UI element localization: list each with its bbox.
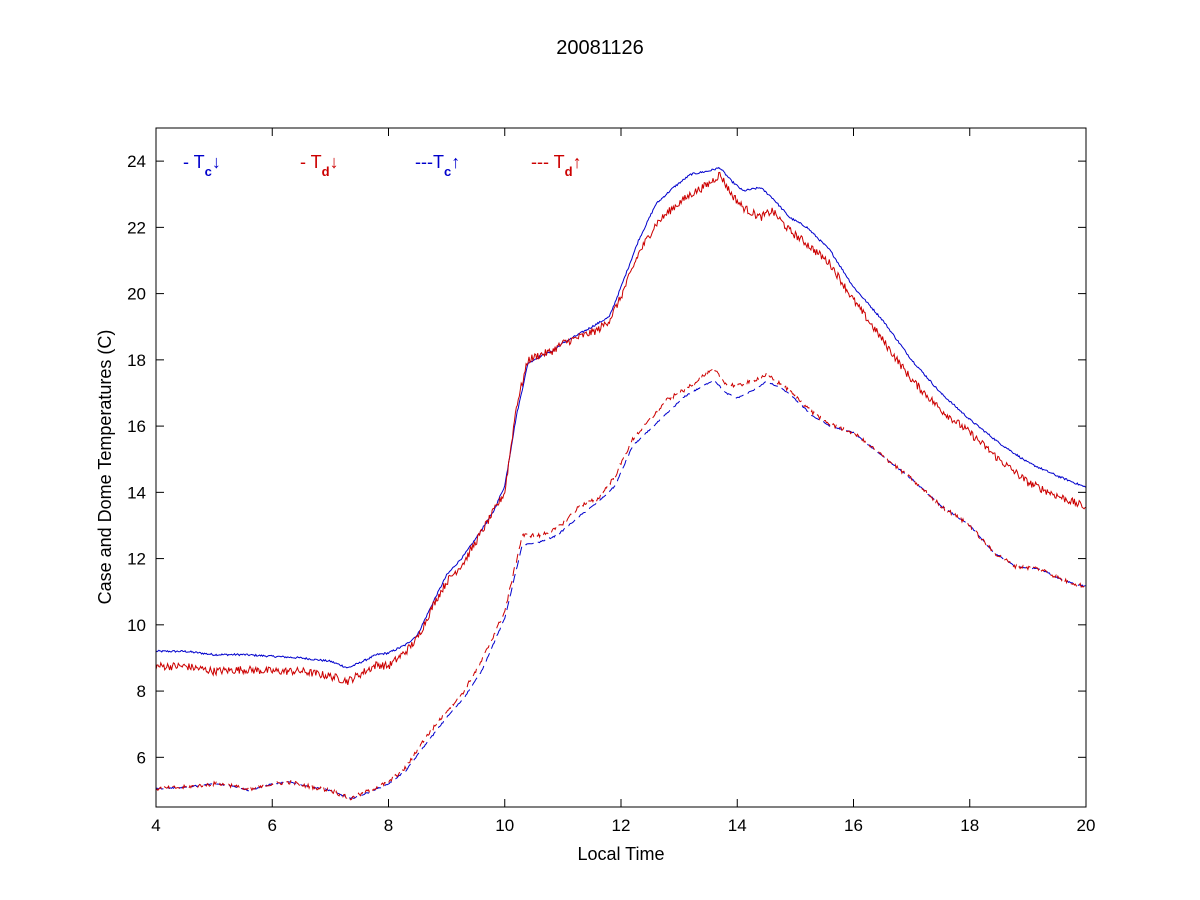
y-tick-label: 6 — [137, 748, 146, 767]
x-axis-label: Local Time — [577, 844, 664, 864]
chart-title: 20081126 — [556, 37, 644, 59]
x-tick-label: 10 — [495, 816, 514, 835]
legend-entry-4: --- Td↑ — [531, 152, 582, 179]
series-line-1 — [155, 166, 1087, 669]
x-tick-label: 14 — [728, 816, 747, 835]
series-lines — [155, 166, 1087, 801]
legend-entry-3: ---Tc↑ — [415, 152, 460, 179]
y-tick-label: 18 — [127, 351, 146, 370]
series-line-2 — [155, 171, 1087, 685]
legend: - Tc↓ - Td↓ ---Tc↑ --- Td↑ — [183, 152, 582, 179]
x-axis-ticks: 4 6 8 10 12 14 16 18 20 — [151, 128, 1095, 835]
legend-entry-2: - Td↓ — [300, 152, 339, 179]
y-axis-label: Case and Dome Temperatures (C) — [95, 330, 115, 605]
y-axis-ticks: 6 8 10 12 14 16 18 20 22 24 — [127, 152, 1086, 767]
y-tick-label: 14 — [127, 483, 146, 502]
x-tick-label: 20 — [1077, 816, 1096, 835]
x-tick-label: 8 — [384, 816, 393, 835]
y-tick-label: 20 — [127, 285, 146, 304]
x-tick-label: 12 — [612, 816, 631, 835]
x-tick-label: 4 — [151, 816, 160, 835]
y-tick-label: 12 — [127, 550, 146, 569]
x-tick-label: 6 — [268, 816, 277, 835]
x-tick-label: 18 — [960, 816, 979, 835]
y-tick-label: 8 — [137, 682, 146, 701]
series-line-4 — [155, 366, 1087, 801]
y-tick-label: 16 — [127, 417, 146, 436]
legend-entry-1: - Tc↓ — [183, 152, 221, 179]
x-tick-label: 16 — [844, 816, 863, 835]
y-tick-label: 22 — [127, 218, 146, 237]
y-tick-label: 10 — [127, 616, 146, 635]
y-tick-label: 24 — [127, 152, 146, 171]
